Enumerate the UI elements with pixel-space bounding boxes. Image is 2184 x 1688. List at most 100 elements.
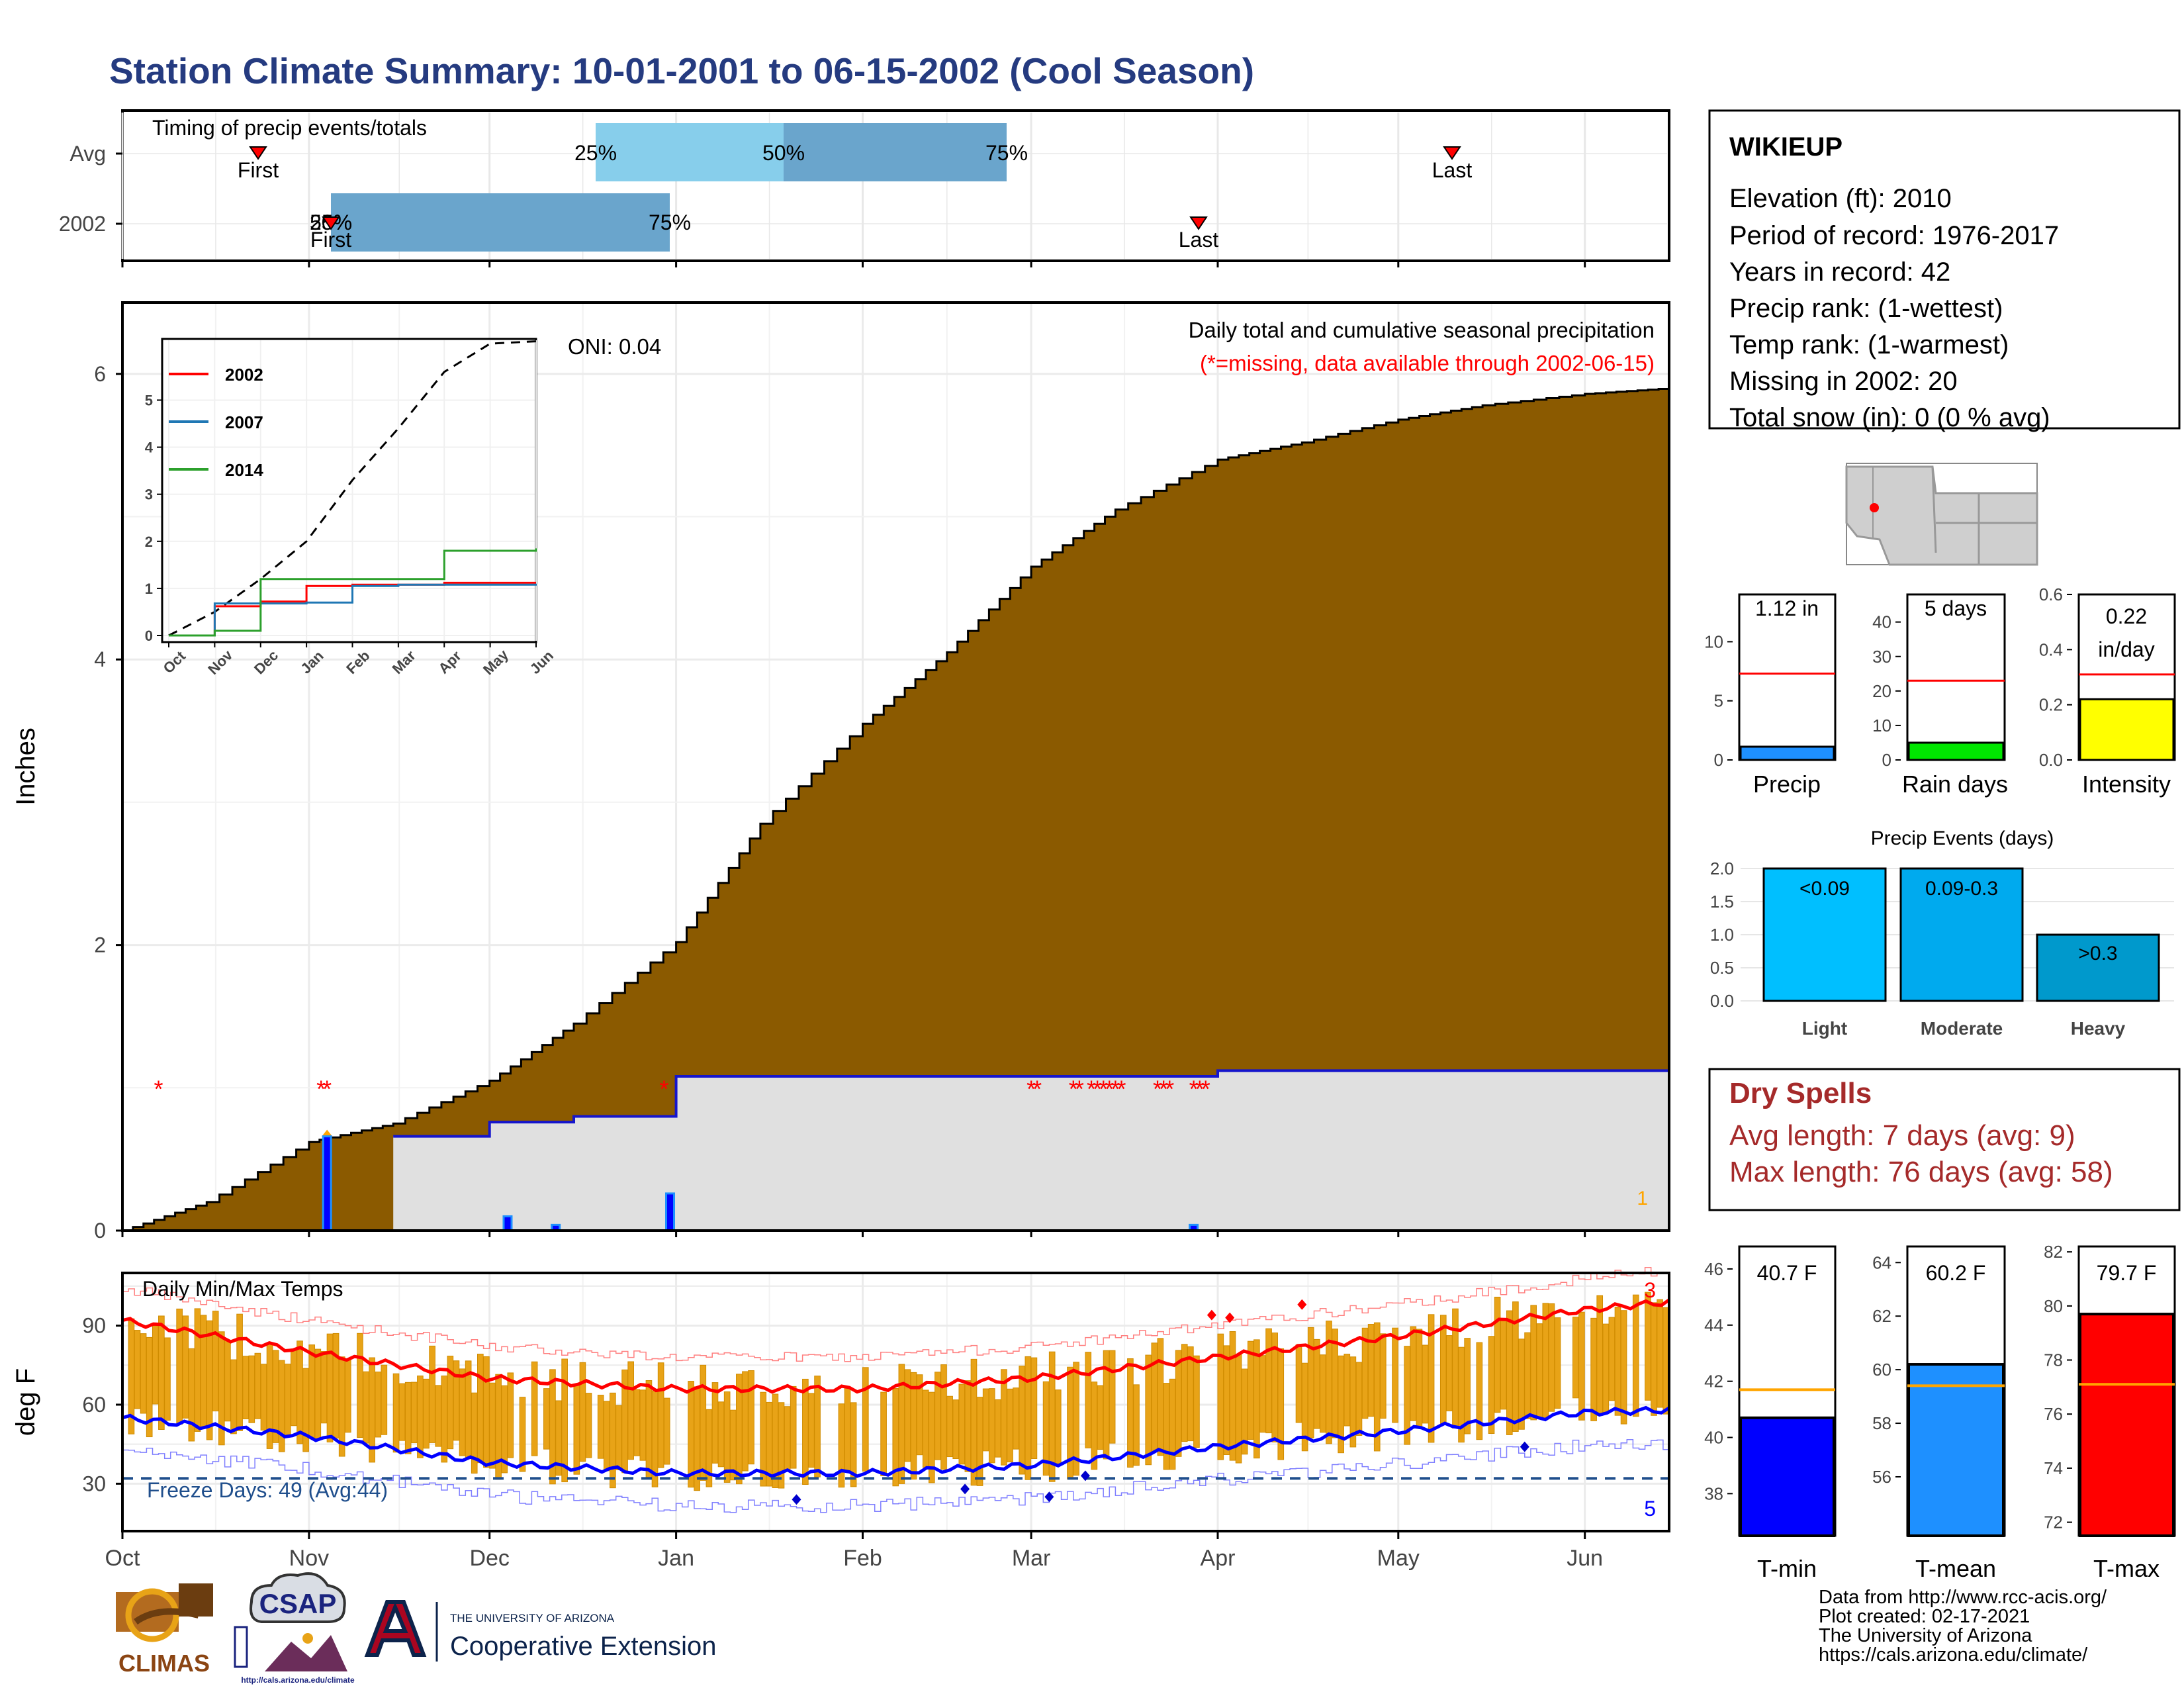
daily-temp-bar	[1416, 1329, 1423, 1428]
mini-bar-label: Rain days	[1902, 771, 2008, 798]
inset-ytick-label: 2	[145, 534, 153, 550]
daily-temp-bar	[326, 1333, 334, 1442]
daily-temp-bar	[1500, 1319, 1507, 1410]
daily-temp-bar	[1217, 1333, 1224, 1460]
precip-events-ytick-label: 1.5	[1710, 892, 1734, 912]
daily-temp-bar	[1422, 1344, 1429, 1424]
daily-temp-bar	[1019, 1366, 1026, 1475]
daily-temp-bar	[308, 1344, 316, 1439]
timing-avg-25-50-bar	[596, 123, 784, 181]
daily-temp-bar	[1097, 1385, 1104, 1450]
daily-temp-bar	[633, 1389, 641, 1456]
precip-event-bar	[1899, 867, 2024, 1002]
precip-cumulative-area	[122, 388, 1670, 1232]
daily-temp-bar	[880, 1391, 887, 1477]
temp-panel: 30 60 90 Daily Min/Max Temps deg F Freeze …	[11, 1267, 1670, 1532]
temp-ylabel: deg F	[11, 1368, 40, 1436]
temp-daily-bars	[128, 1291, 1670, 1491]
daily-temp-bar	[1332, 1329, 1338, 1438]
missing-data-marker: *	[1069, 1075, 1078, 1102]
inset-average-line	[168, 340, 537, 637]
inset-legend-label: 2007	[225, 412, 263, 432]
daily-temp-bar	[404, 1382, 412, 1454]
daily-temp-bar	[1620, 1310, 1627, 1425]
daily-temp-bar	[435, 1385, 441, 1447]
daily-temp-bar	[423, 1378, 430, 1449]
daily-temp-bar	[615, 1405, 622, 1470]
daily-temp-bar	[838, 1403, 845, 1488]
temp-bar-ytick-label: 38	[1704, 1483, 1723, 1503]
timing-avg-first-marker	[249, 146, 267, 160]
daily-temp-bar	[561, 1358, 568, 1483]
precip-missing-note: (*=missing, data available through 2002-…	[1200, 351, 1655, 375]
daily-temp-bar	[1320, 1354, 1326, 1433]
timing-2002-50-75-bar	[331, 193, 670, 252]
daily-temp-bar	[1614, 1306, 1621, 1416]
daily-temp-bar	[1651, 1302, 1657, 1416]
mini-bar-ytick-label: 0.6	[2039, 585, 2063, 604]
timing-2002-last-marker	[1189, 216, 1208, 230]
daily-temp-bar	[200, 1315, 207, 1428]
daily-temp-bar	[1488, 1336, 1495, 1434]
daily-temp-bar	[248, 1355, 255, 1423]
credit-line: Plot created: 02-17-2021	[1819, 1606, 2030, 1627]
daily-temp-bar	[573, 1384, 580, 1475]
daily-temp-bar	[1013, 1387, 1019, 1450]
daily-temp-bar	[711, 1382, 719, 1464]
temp-bar-ytick-label: 44	[1704, 1315, 1723, 1335]
mini-bar-charts: 0 5 10 0 10 20 30 40 0.0 0.2 0.4 0.6	[1704, 585, 2176, 770]
daily-temp-bar	[392, 1373, 400, 1453]
temp-bar-ytick-label: 64	[1872, 1252, 1891, 1272]
inset-ytick-label: 0	[145, 628, 153, 644]
daily-temp-bar	[164, 1337, 171, 1421]
daily-temp-bar	[224, 1340, 231, 1422]
daily-temp-bar	[1542, 1303, 1549, 1420]
freeze-days-label: Freeze Days: 49 (Avg:44)	[147, 1478, 388, 1502]
daily-temp-bar	[645, 1380, 653, 1478]
daily-temp-bar	[519, 1397, 526, 1472]
daily-temp-bar	[1428, 1314, 1435, 1443]
missing-data-marker: *	[1099, 1075, 1108, 1102]
daily-temp-bar	[922, 1389, 929, 1468]
daily-temp-bar	[688, 1381, 694, 1488]
daily-temp-bar	[140, 1333, 147, 1414]
timing-avg-q25-label: 25%	[574, 141, 617, 165]
precip-missing-markers: * ** * ** ** ****** *** ***	[154, 1075, 1210, 1102]
daily-temp-bar	[236, 1313, 243, 1431]
daily-temp-bar	[176, 1308, 183, 1425]
record-min-line	[122, 1439, 1669, 1513]
daily-temp-bar	[784, 1406, 791, 1470]
daily-temp-bar	[1367, 1324, 1375, 1417]
daily-temp-bar	[1494, 1296, 1501, 1413]
mini-bar-frame	[1738, 593, 1837, 761]
daily-temp-bar	[964, 1380, 972, 1472]
daily-temp-bar	[988, 1388, 995, 1464]
daily-temp-bar	[417, 1376, 424, 1458]
daily-temp-bar	[410, 1382, 418, 1444]
mini-bar-value: 5 days	[1925, 596, 1987, 620]
record-high-marker	[1297, 1299, 1307, 1310]
daily-temp-bar	[314, 1348, 322, 1440]
daily-precip-bar	[322, 1135, 332, 1232]
inset-ytick-label: 4	[145, 440, 154, 456]
missing-data-marker: *	[1032, 1075, 1042, 1102]
daily-temp-bar	[1524, 1332, 1531, 1419]
ua-logo-bottom: Cooperative Extension	[450, 1632, 716, 1661]
daily-temp-bar	[1007, 1388, 1013, 1463]
daily-temp-bar	[543, 1388, 550, 1450]
daily-temp-bar	[1127, 1358, 1134, 1468]
csap-logo: CSAP http://cals.arizona.edu/climate	[234, 1572, 355, 1685]
precip-event-label: Heavy	[2071, 1018, 2126, 1039]
station-location-dot	[1870, 503, 1879, 512]
daily-temp-bar	[700, 1364, 707, 1481]
daily-temp-bar	[1247, 1340, 1254, 1440]
daily-temp-bar	[1392, 1327, 1398, 1423]
daily-temp-bar	[610, 1392, 616, 1489]
daily-temp-bar	[489, 1382, 496, 1469]
daily-temp-bar	[1085, 1352, 1092, 1448]
daily-temp-bar	[657, 1362, 664, 1468]
mini-bar-ytick-label: 0.4	[2039, 639, 2063, 659]
dry-spells-box: Dry Spells Avg length: 7 days (avg: 9) M…	[1708, 1068, 2181, 1211]
temp-yaxis: 30 60 90	[82, 1314, 122, 1495]
